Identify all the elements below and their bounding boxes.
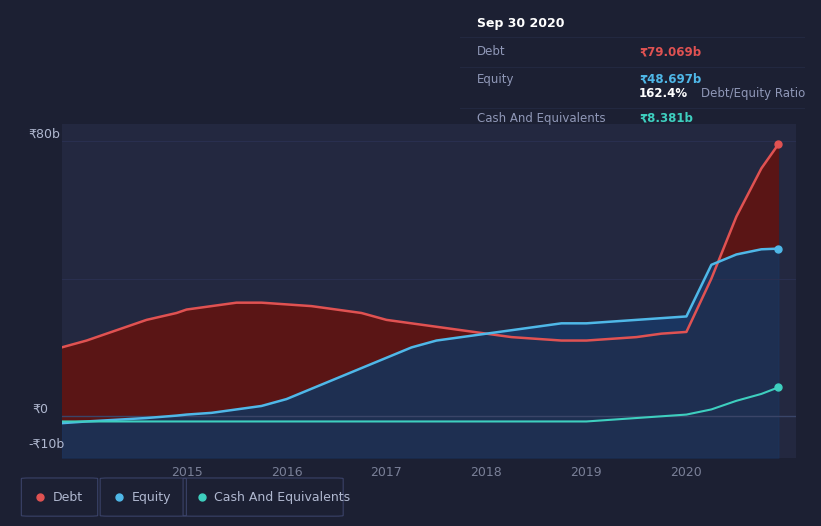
- Text: Debt: Debt: [477, 45, 506, 58]
- Text: Cash And Equivalents: Cash And Equivalents: [214, 491, 351, 503]
- Text: Sep 30 2020: Sep 30 2020: [477, 17, 565, 30]
- Text: 162.4%: 162.4%: [639, 87, 688, 100]
- Text: Equity: Equity: [477, 73, 515, 86]
- Text: Debt/Equity Ratio: Debt/Equity Ratio: [701, 87, 805, 100]
- Text: Debt: Debt: [53, 491, 83, 503]
- Text: Cash And Equivalents: Cash And Equivalents: [477, 112, 606, 125]
- Text: ₹0: ₹0: [32, 403, 48, 416]
- Text: ₹80b: ₹80b: [29, 128, 61, 141]
- Text: -₹10b: -₹10b: [29, 438, 65, 451]
- Text: ₹48.697b: ₹48.697b: [639, 73, 701, 86]
- Text: Equity: Equity: [131, 491, 171, 503]
- Text: ₹79.069b: ₹79.069b: [639, 45, 701, 58]
- Text: ₹8.381b: ₹8.381b: [639, 112, 693, 125]
